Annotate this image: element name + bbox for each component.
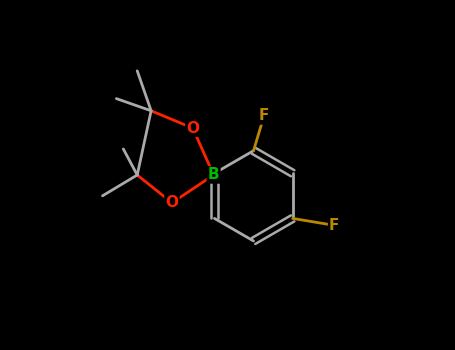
Text: F: F [329,218,339,233]
Text: O: O [186,121,199,135]
Text: B: B [208,168,219,182]
Text: O: O [166,195,178,210]
Text: F: F [259,108,269,124]
